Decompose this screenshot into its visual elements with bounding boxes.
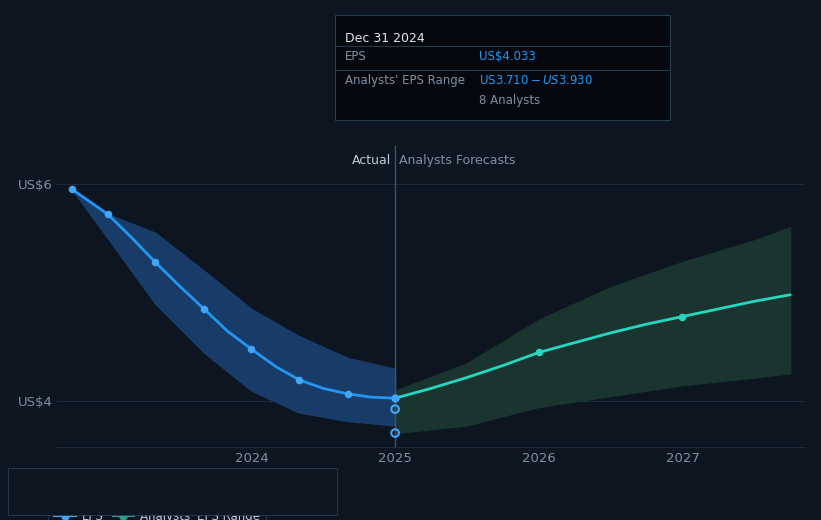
Point [532,348,545,357]
Text: Actual: Actual [351,154,391,167]
Text: EPS: EPS [345,50,367,63]
Point [676,313,689,321]
Text: US$3.710 - US$3.930: US$3.710 - US$3.930 [479,74,593,87]
Text: 8 Analysts: 8 Analysts [479,94,540,107]
Point [388,405,401,413]
Point [101,210,114,218]
Point [388,429,401,437]
Text: Dec 31 2024: Dec 31 2024 [345,32,424,45]
Point [292,375,305,384]
Text: Analysts Forecasts: Analysts Forecasts [400,154,516,167]
Text: US$4.033: US$4.033 [479,50,535,63]
Point [66,185,79,193]
Legend: EPS, Analysts' EPS Range: EPS, Analysts' EPS Range [48,504,266,520]
Point [198,305,211,313]
Text: Analysts' EPS Range: Analysts' EPS Range [345,74,465,87]
Point [245,345,258,354]
Point [388,394,401,402]
Point [149,258,162,266]
Point [342,389,355,398]
